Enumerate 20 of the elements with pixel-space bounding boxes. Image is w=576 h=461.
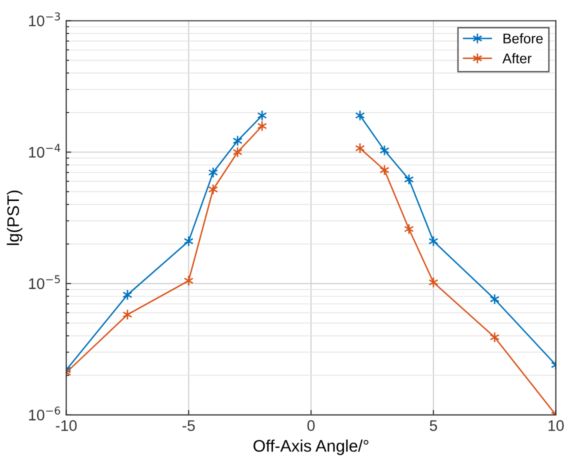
x-tick-label: -10 — [56, 420, 77, 431]
x-tick-label: -5 — [182, 420, 195, 431]
y-axis-title: lg(PST) — [6, 190, 22, 245]
x-tick-label: 10 — [548, 420, 564, 431]
point — [490, 294, 500, 305]
y-tick-label: 10$^{−4}$ — [29, 144, 60, 158]
y-tick-label: 10$^{−3}$ — [29, 12, 60, 26]
point — [122, 309, 132, 320]
point — [257, 120, 267, 132]
point — [208, 166, 218, 178]
x-axis-title: Off-Axis Angle/° — [254, 440, 368, 456]
x-tick-label: 0 — [307, 420, 315, 431]
point — [428, 276, 438, 288]
point — [208, 184, 218, 195]
x-tick-label: 5 — [430, 420, 438, 431]
legend-label: Before — [504, 33, 543, 44]
y-tick-label: 10$^{−5}$ — [29, 275, 60, 290]
y-tick-label: 10$^{−6}$ — [29, 406, 60, 420]
point — [257, 110, 267, 122]
legend-label: After — [502, 53, 532, 64]
